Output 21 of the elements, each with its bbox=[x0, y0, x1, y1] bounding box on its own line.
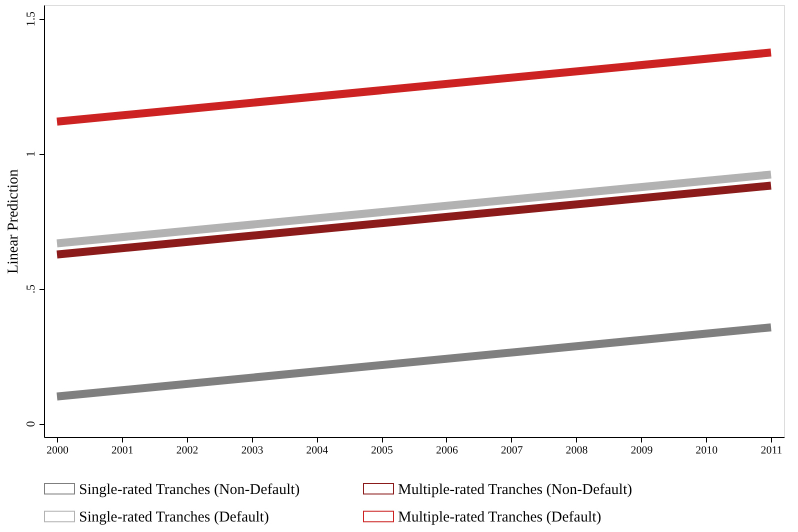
legend-label: Single-rated Tranches (Non-Default) bbox=[79, 482, 300, 498]
x-tick-label: 2000 bbox=[46, 444, 69, 456]
y-tick-label: 1 bbox=[24, 151, 38, 157]
x-tick-label: 2002 bbox=[176, 444, 198, 456]
x-tick-label: 2001 bbox=[111, 444, 134, 456]
x-tick-label: 2007 bbox=[500, 444, 524, 456]
x-tick-label: 2006 bbox=[436, 444, 458, 456]
x-tick-label: 2003 bbox=[241, 444, 264, 456]
x-tick-label: 2011 bbox=[760, 444, 782, 456]
legend-label: Single-rated Tranches (Default) bbox=[79, 510, 269, 526]
legend-label: Multiple-rated Tranches (Default) bbox=[398, 510, 602, 526]
y-tick-label: 1.5 bbox=[24, 12, 38, 26]
x-tick-label: 2009 bbox=[630, 444, 654, 456]
x-tick-label: 2010 bbox=[696, 444, 718, 456]
y-axis-title: Linear Prediction bbox=[6, 168, 22, 274]
x-tick-label: 2005 bbox=[371, 444, 394, 456]
legend-label: Multiple-rated Tranches (Non-Default) bbox=[398, 482, 632, 498]
y-tick-label: 0 bbox=[24, 421, 38, 427]
x-tick-label: 2008 bbox=[566, 444, 588, 456]
y-tick-label: .5 bbox=[24, 284, 38, 294]
x-tick-label: 2004 bbox=[306, 444, 329, 456]
